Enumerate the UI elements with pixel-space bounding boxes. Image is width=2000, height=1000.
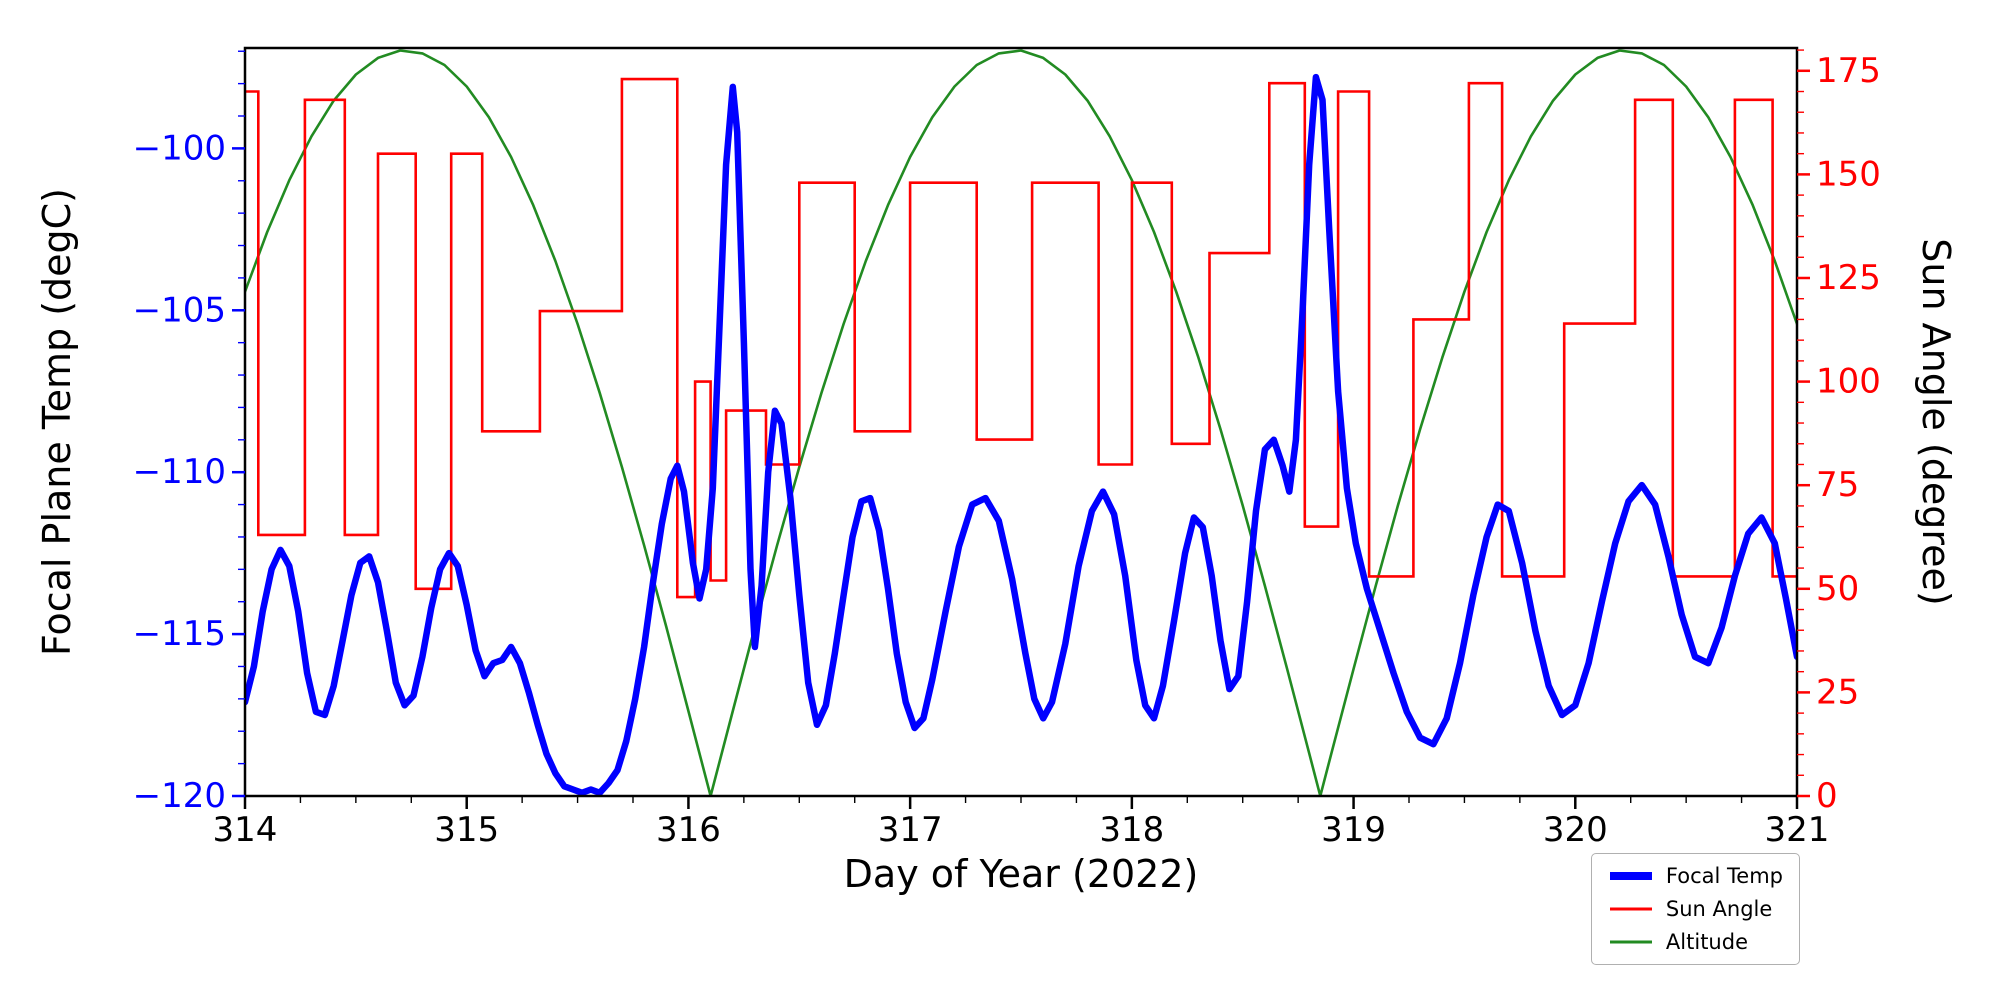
x-tick-label: 317 [878,810,943,850]
x-tick-label: 315 [434,810,499,850]
legend-label-focal-temp: Focal Temp [1665,864,1783,888]
legend-label-altitude: Altitude [1665,930,1748,954]
series-focal-temp [245,73,1797,796]
y-axis-label-left: Focal Plane Temp (degC) [35,187,79,657]
y-right-tick-label: 150 [1816,154,1881,194]
y-right-tick-label: 175 [1816,51,1881,91]
x-tick-label: 320 [1543,810,1608,850]
legend-line-sun-angle-icon [1609,907,1652,911]
y-axis-label-right: Sun Angle (degree) [1914,238,1958,606]
series-sun-angle [245,77,1797,599]
x-tick-label: 318 [1099,810,1164,850]
x-tick-label: 316 [656,810,721,850]
legend-label-sun-angle: Sun Angle [1665,897,1773,921]
legend-entry-sun-angle: Sun Angle [1608,897,1783,921]
y-left-tick-label: −120 [133,776,226,816]
legend-entry-altitude: Altitude [1608,930,1783,954]
y-right-tick-label: 50 [1816,569,1859,609]
x-tick-label: 319 [1321,810,1386,850]
y-right-tick-label: 125 [1816,258,1881,298]
legend-line-altitude-icon [1609,940,1652,944]
y-left-tick-label: −100 [133,128,226,168]
y-right-tick-label: 0 [1816,776,1838,816]
x-axis-label: Day of Year (2022) [843,852,1199,896]
y-left-tick-label: −115 [133,614,226,654]
legend-entry-focal-temp: Focal Temp [1608,864,1783,888]
y-right-tick-label: 75 [1816,465,1859,505]
x-tick-label: 321 [1765,810,1830,850]
legend: Focal Temp Sun Angle Altitude [1590,853,1800,965]
y-right-tick-label: 100 [1816,362,1881,402]
series-altitude [245,49,1797,796]
y-left-tick-label: −105 [133,290,226,330]
y-right-tick-label: 25 [1816,672,1859,712]
y-left-tick-label: −110 [133,452,226,492]
x-tick-label: 314 [213,810,278,850]
legend-line-focal-temp-icon [1609,872,1652,880]
